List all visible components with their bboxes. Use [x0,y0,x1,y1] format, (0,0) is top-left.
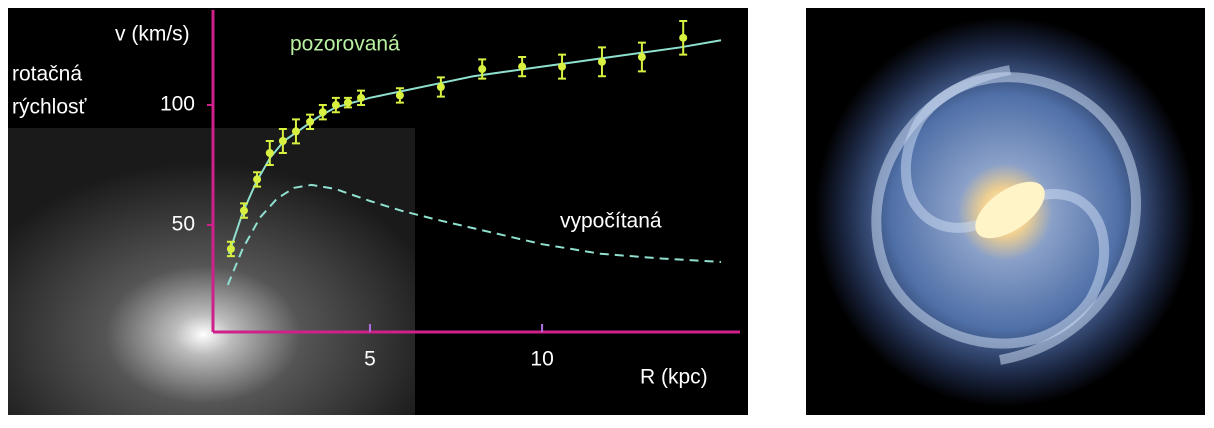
data-point [319,108,327,116]
data-point [332,101,340,109]
data-point [396,91,404,99]
data-point [279,137,287,145]
x-tick-label: 5 [364,348,376,371]
data-point [437,83,445,91]
computed-label: vypočítaná [560,210,662,233]
data-point [292,127,300,135]
data-point [240,207,248,215]
data-point [679,34,687,42]
page: v (km/s) rotačná rýchlosť R (kpc) pozoro… [0,0,1214,428]
data-point [518,63,526,71]
observed-label: pozorovaná [290,33,400,56]
y-tick-label: 100 [160,93,195,116]
data-point [227,245,235,253]
data-point [266,149,274,157]
data-point [558,63,566,71]
y-axis-side-label: rotačná [12,63,82,86]
data-point [253,175,261,183]
data-point [344,99,352,107]
data-point [638,53,646,61]
y-tick-label: 50 [172,213,195,236]
data-point [306,118,314,126]
data-point [478,65,486,73]
x-axis-label: R (kpc) [640,366,708,389]
y-axis-label: v (km/s) [115,23,190,46]
data-point [357,94,365,102]
data-point [598,58,606,66]
figure: v (km/s) rotačná rýchlosť R (kpc) pozoro… [0,0,1214,423]
x-tick-label: 10 [530,348,553,371]
y-axis-side-label: rýchlosť [12,96,88,119]
